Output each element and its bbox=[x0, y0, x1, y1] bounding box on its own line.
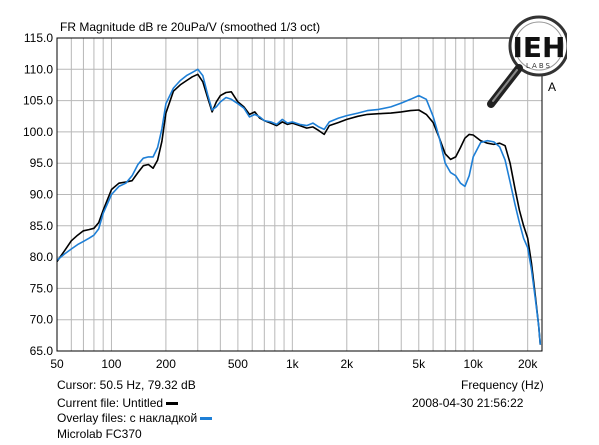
grid-lines bbox=[57, 37, 542, 352]
logo-mark: IEH bbox=[513, 31, 566, 64]
legend-overlay-swatch bbox=[200, 417, 213, 421]
x-tick-label: 1k bbox=[286, 357, 300, 371]
timestamp: 2008-04-30 21:56:22 bbox=[412, 396, 524, 410]
x-axis-label: Frequency (Hz) bbox=[461, 378, 544, 392]
legend-current-swatch bbox=[166, 402, 179, 406]
x-tick-label: 5k bbox=[412, 357, 426, 371]
x-tick-label: 20k bbox=[518, 357, 538, 371]
y-tick-label: 105.0 bbox=[23, 94, 53, 108]
caption: Microlab FC370 bbox=[57, 427, 142, 441]
x-tick-label: 10k bbox=[464, 357, 484, 371]
cursor-marker-label: A bbox=[548, 80, 557, 94]
legend-overlay-file: Overlay files: с накладкой bbox=[57, 411, 213, 425]
series-line-overlay bbox=[56, 68, 542, 345]
y-tick-label: 95.0 bbox=[30, 156, 54, 170]
chart-title: FR Magnitude dB re 20uPa/V (smoothed 1/3… bbox=[60, 20, 320, 34]
y-tick-label: 80.0 bbox=[30, 250, 54, 264]
y-axis-ticks: 65.0 70.0 75.0 80.0 85.0 90.0 95.0 100.0 105.0 11… bbox=[23, 31, 53, 358]
x-tick-label: 2k bbox=[340, 357, 354, 371]
x-tick-label: 50 bbox=[50, 357, 64, 371]
y-tick-label: 115.0 bbox=[24, 31, 53, 45]
series-line-current bbox=[56, 73, 542, 345]
y-tick-label: 65.0 bbox=[30, 344, 54, 358]
plot-frame bbox=[56, 37, 543, 352]
x-tick-label: 100 bbox=[101, 357, 121, 371]
x-tick-label: 500 bbox=[228, 357, 248, 371]
tehlabs-logo: IEH LABS bbox=[487, 8, 570, 113]
y-tick-label: 110.0 bbox=[24, 62, 53, 76]
series-lines bbox=[56, 68, 542, 345]
logo-subtext: LABS bbox=[526, 62, 552, 70]
legend-current-file: Current file: Untitled bbox=[57, 396, 179, 410]
y-tick-label: 100.0 bbox=[23, 125, 53, 139]
legend-overlay-file-label: Overlay files: с накладкой bbox=[57, 411, 198, 425]
y-tick-label: 85.0 bbox=[30, 219, 54, 233]
cursor-readout: Cursor: 50.5 Hz, 79.32 dB bbox=[57, 378, 196, 392]
y-tick-label: 90.0 bbox=[30, 188, 54, 202]
x-axis-ticks: 50 100 200 500 1k 2k 5k 10k 20k bbox=[50, 357, 538, 371]
y-tick-label: 70.0 bbox=[30, 313, 54, 327]
legend-current-file-label: Current file: Untitled bbox=[57, 396, 164, 410]
x-tick-label: 200 bbox=[156, 357, 176, 371]
y-tick-label: 75.0 bbox=[30, 281, 54, 295]
